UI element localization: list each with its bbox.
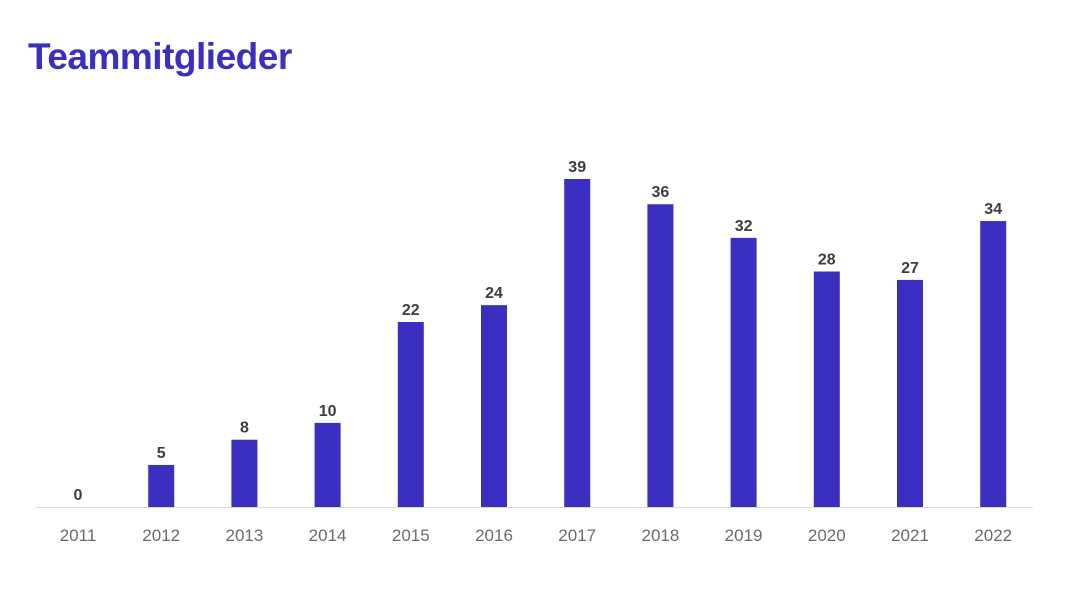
data-label-2013: 8 [240, 420, 249, 437]
bar-2012 [148, 464, 175, 507]
bar-2019 [730, 237, 757, 507]
bar-2014 [314, 422, 341, 507]
bar-2017 [564, 179, 591, 507]
x-tick-label-2015: 2015 [392, 526, 430, 545]
data-label-2016: 24 [485, 285, 503, 302]
bar-2015 [397, 321, 424, 507]
x-tick-label-2017: 2017 [558, 526, 596, 545]
x-tick-label-2018: 2018 [641, 526, 679, 545]
x-tick-label-2022: 2022 [974, 526, 1012, 545]
x-tick-label-2021: 2021 [891, 526, 929, 545]
x-tick-label-2019: 2019 [725, 526, 763, 545]
x-tick-label-2013: 2013 [225, 526, 263, 545]
bar-2013 [231, 439, 258, 507]
x-tick-label-2012: 2012 [142, 526, 180, 545]
x-tick-label-2016: 2016 [475, 526, 513, 545]
data-label-2015: 22 [402, 302, 420, 319]
data-label-2021: 27 [901, 260, 919, 277]
bar-2016 [481, 305, 507, 507]
data-label-2017: 39 [568, 159, 586, 176]
data-label-2018: 36 [652, 184, 670, 201]
data-label-2012: 5 [157, 445, 166, 462]
x-tick-label-2014: 2014 [309, 526, 347, 545]
chart-title: Teammitglieder [28, 36, 292, 77]
bar-2021 [897, 279, 923, 507]
x-tick-label-2011: 2011 [60, 526, 97, 545]
data-label-2011: 0 [74, 487, 83, 504]
bar-2020 [813, 271, 840, 507]
x-tick-label-2020: 2020 [808, 526, 846, 545]
data-label-2014: 10 [319, 403, 337, 420]
data-label-2020: 28 [818, 252, 836, 269]
bar-2022 [980, 221, 1007, 508]
bar-2018 [647, 204, 674, 507]
data-label-2022: 34 [984, 201, 1002, 218]
data-label-2019: 32 [735, 218, 753, 235]
